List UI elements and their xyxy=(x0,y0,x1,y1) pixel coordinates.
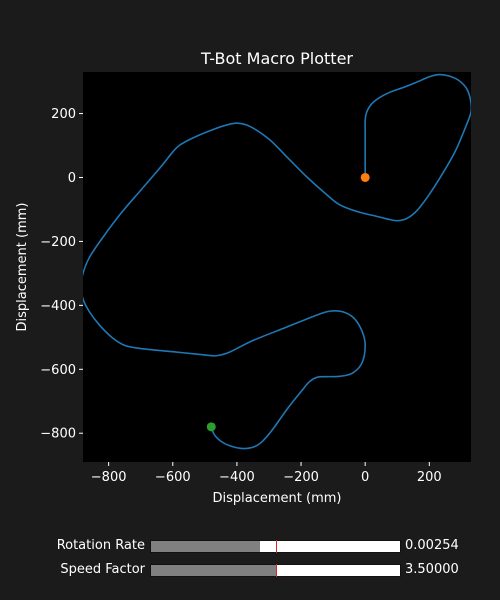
x-tick-label: −800 xyxy=(91,470,127,485)
rotation-rate-slider-fill xyxy=(151,541,260,552)
x-tick-label: −400 xyxy=(219,470,255,485)
y-tick-label: −200 xyxy=(40,235,76,250)
speed-factor-slider-row: Speed Factor 3.50000 xyxy=(0,562,500,578)
x-axis-label: Displacement (mm) xyxy=(213,491,342,506)
trajectory-line xyxy=(83,73,471,450)
y-tick-label: −800 xyxy=(40,427,76,442)
chart-title: T-Bot Macro Plotter xyxy=(200,49,353,68)
start-point-marker xyxy=(360,172,370,182)
speed-factor-value: 3.50000 xyxy=(405,562,459,577)
x-axis: −800 −600 −400 −200 0 200 xyxy=(91,462,442,485)
x-tick-label: −600 xyxy=(155,470,191,485)
rotation-rate-value: 0.00254 xyxy=(405,538,459,553)
speed-factor-initial-marker xyxy=(275,564,277,577)
y-axis-label: Displacement (mm) xyxy=(15,203,30,332)
speed-factor-slider-fill xyxy=(151,565,276,576)
x-tick-label: 0 xyxy=(361,470,369,485)
rotation-rate-initial-marker xyxy=(275,540,277,553)
end-point-marker xyxy=(206,422,216,432)
speed-factor-label: Speed Factor xyxy=(60,562,145,577)
plot-area xyxy=(83,72,471,462)
y-tick-label: −400 xyxy=(40,299,76,314)
x-tick-label: −200 xyxy=(283,470,319,485)
y-tick-label: −600 xyxy=(40,363,76,378)
x-tick-label: 200 xyxy=(417,470,442,485)
y-axis: 200 0 −200 −400 −600 −800 xyxy=(40,107,83,442)
y-tick-label: 200 xyxy=(51,107,76,122)
rotation-rate-label: Rotation Rate xyxy=(56,538,145,553)
speed-factor-slider[interactable] xyxy=(150,564,401,577)
y-tick-label: 0 xyxy=(68,171,76,186)
rotation-rate-slider[interactable] xyxy=(150,540,401,553)
rotation-rate-slider-row: Rotation Rate 0.00254 xyxy=(0,538,500,554)
